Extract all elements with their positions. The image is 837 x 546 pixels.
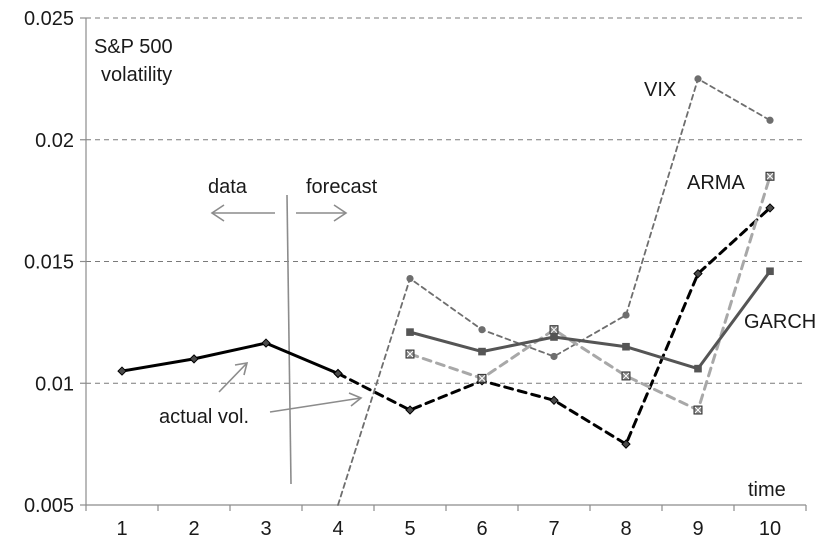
y-tick-label: 0.005 (24, 495, 74, 517)
arma-series-label: ARMA (687, 172, 745, 194)
axes (80, 17, 807, 511)
point-garch (478, 347, 486, 356)
point-actual-forecast (405, 405, 415, 415)
data-arrow (210, 204, 275, 222)
y-axis-title-line1: S&P 500 (94, 36, 173, 58)
point-actual-data (117, 366, 127, 376)
point-vix (406, 274, 414, 283)
point-arma (621, 371, 631, 381)
x-tick-label: 6 (476, 518, 487, 540)
point-actual-forecast (621, 439, 631, 449)
y-axis-title-line2: volatility (101, 64, 172, 86)
forecast-arrow (296, 204, 348, 222)
point-arma (765, 171, 775, 181)
point-arma (693, 405, 703, 415)
point-garch (694, 364, 702, 373)
y-tick-labels: 0.005 0.01 0.015 0.02 0.025 (24, 8, 74, 517)
actual-vol-arrow-up (218, 362, 249, 393)
point-vix (550, 352, 558, 361)
y-tick-label: 0.015 (24, 252, 74, 274)
x-tick-label: 9 (692, 518, 703, 540)
x-tick-label: 3 (260, 518, 271, 540)
markers (117, 75, 775, 449)
x-tick-label: 4 (332, 518, 343, 540)
point-vix (766, 116, 774, 124)
series-line-actual-data (120, 341, 340, 376)
vix-series-label: VIX (644, 79, 676, 101)
point-actual-data (261, 338, 271, 348)
point-actual-forecast (693, 268, 703, 279)
garch-series-label: GARCH (744, 311, 816, 333)
point-arma (549, 325, 559, 335)
x-tick-label: 5 (404, 518, 415, 540)
y-tick-label: 0.01 (35, 373, 74, 395)
data-annotation: data (208, 176, 248, 198)
forecast-annotation: forecast (306, 176, 378, 198)
actual-vol-arrow-right (269, 392, 363, 413)
actual-vol-annotation: actual vol. (159, 406, 249, 428)
point-garch (550, 333, 558, 341)
series (120, 77, 772, 506)
x-tick-label: 2 (188, 518, 199, 540)
point-actual-forecast (333, 368, 343, 379)
point-garch (406, 328, 414, 336)
point-arma (405, 349, 415, 359)
series-line-garch (408, 269, 772, 371)
y-tick-label: 0.025 (24, 8, 74, 30)
point-actual-data (189, 354, 199, 364)
x-tick-label: 8 (620, 518, 631, 540)
data-forecast-divider (286, 194, 292, 485)
point-garch (622, 342, 630, 351)
series-line-arma (408, 174, 772, 412)
y-tick-label: 0.02 (35, 130, 74, 152)
point-garch (766, 267, 774, 276)
point-actual-forecast (549, 395, 559, 406)
series-line-vix (337, 77, 771, 506)
gridlines (86, 17, 806, 384)
point-arma (477, 373, 487, 383)
x-tick-label: 7 (548, 518, 559, 540)
x-axis-title: time (748, 479, 786, 501)
point-actual-forecast (765, 203, 775, 213)
x-tick-label: 10 (759, 518, 781, 540)
point-vix (694, 75, 702, 83)
x-tick-labels: 1 2 3 4 5 6 7 8 9 10 (116, 518, 781, 540)
point-vix (622, 311, 630, 319)
x-tick-label: 1 (116, 518, 127, 540)
point-vix (478, 326, 486, 334)
